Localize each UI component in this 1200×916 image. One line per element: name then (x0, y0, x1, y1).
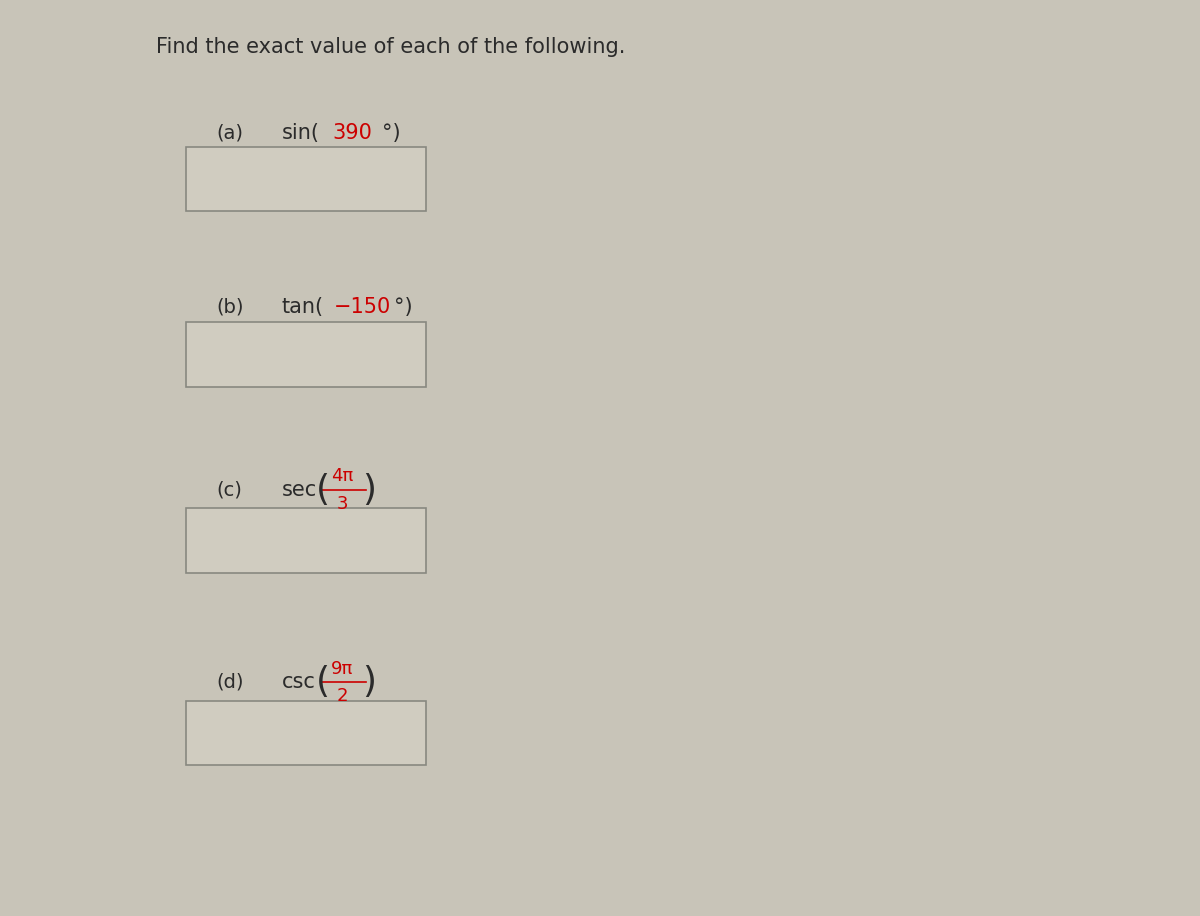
Text: (b): (b) (216, 298, 244, 316)
Text: 4π: 4π (331, 467, 353, 485)
Text: Find the exact value of each of the following.: Find the exact value of each of the foll… (156, 37, 625, 57)
Text: (c): (c) (216, 481, 242, 499)
FancyBboxPatch shape (186, 701, 426, 765)
Text: 9π: 9π (331, 660, 353, 678)
FancyBboxPatch shape (186, 508, 426, 572)
Text: −150: −150 (334, 297, 391, 317)
Text: ): ) (362, 665, 377, 700)
FancyBboxPatch shape (186, 147, 426, 211)
Text: sin(: sin( (282, 123, 320, 143)
Text: sec: sec (282, 480, 317, 500)
Text: 3: 3 (336, 495, 348, 513)
Text: tan(: tan( (282, 297, 324, 317)
Text: °): °) (382, 123, 401, 143)
Text: 390: 390 (332, 123, 372, 143)
Text: csc: csc (282, 672, 316, 692)
Text: (: ( (316, 665, 330, 700)
Text: (a): (a) (216, 124, 242, 142)
Text: 2: 2 (336, 687, 348, 705)
Text: °): °) (394, 297, 413, 317)
Text: (d): (d) (216, 673, 244, 692)
Text: ): ) (362, 473, 377, 507)
Text: (: ( (316, 473, 330, 507)
FancyBboxPatch shape (186, 322, 426, 387)
